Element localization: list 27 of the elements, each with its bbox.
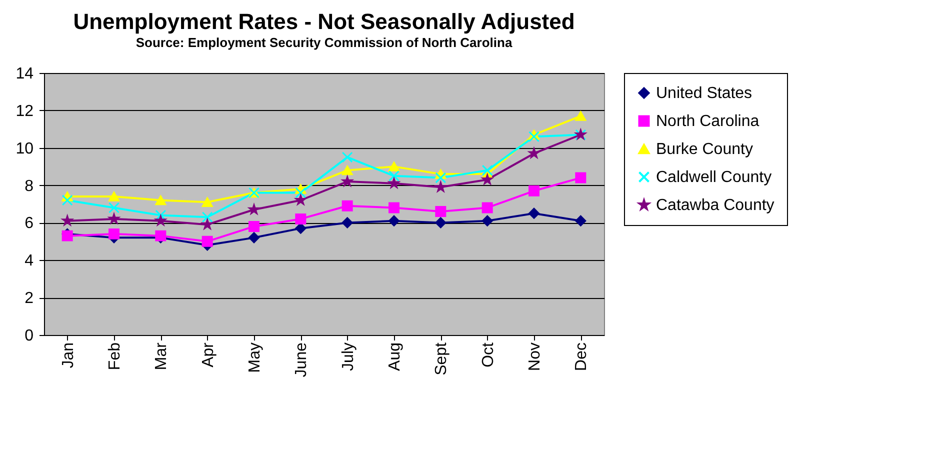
x-tick-label: June — [293, 342, 310, 378]
x-tick-label: Dec — [573, 342, 590, 371]
y-tick-label: 8 — [24, 178, 34, 195]
legend-label: North Carolina — [656, 113, 760, 130]
x-tick-label: Jan — [60, 342, 77, 368]
chart-title: Unemployment Rates - Not Seasonally Adjusted — [73, 9, 575, 34]
x-tick-label: July — [340, 342, 357, 371]
legend-label: United States — [656, 85, 752, 102]
y-tick-label: 0 — [24, 328, 34, 344]
x-tick-label: Aug — [386, 342, 404, 371]
y-tick-label: 6 — [24, 215, 34, 232]
y-tick-label: 2 — [24, 290, 34, 308]
x-tick-label: Feb — [106, 342, 124, 370]
y-tick-label: 10 — [16, 140, 34, 158]
x-tick-label: Oct — [480, 342, 497, 368]
x-tick-label: Nov — [526, 342, 544, 371]
y-tick-label: 14 — [16, 66, 34, 82]
x-tick-label: May — [246, 342, 264, 373]
x-tick-label: Apr — [200, 342, 217, 368]
legend-label: Burke County — [656, 141, 753, 158]
y-tick-label: 4 — [24, 252, 34, 270]
chart-subtitle: Source: Employment Security Commission of North Carolina — [136, 35, 513, 50]
x-tick-label: Mar — [153, 342, 170, 370]
x-tick-label: Sept — [433, 342, 450, 376]
legend-label: Caldwell County — [656, 169, 772, 186]
legend-label: Catawba County — [656, 197, 774, 214]
y-tick-label: 12 — [16, 102, 34, 120]
